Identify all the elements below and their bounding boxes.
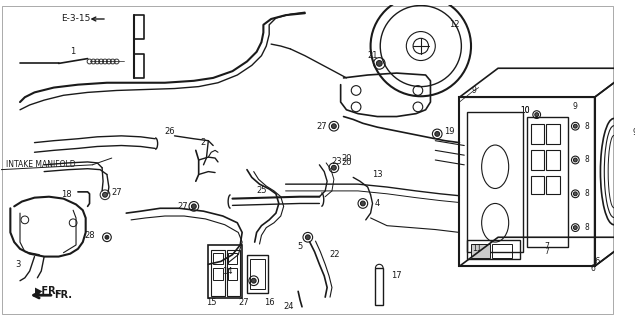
Text: 18: 18 bbox=[61, 190, 72, 199]
Text: 26: 26 bbox=[164, 126, 175, 136]
Text: E-3-15: E-3-15 bbox=[62, 14, 91, 23]
Circle shape bbox=[103, 192, 107, 197]
Text: 8: 8 bbox=[585, 156, 589, 164]
Bar bbox=[492, 244, 512, 258]
Bar bbox=[375, 268, 383, 305]
Text: 19: 19 bbox=[444, 126, 455, 136]
Bar bbox=[460, 97, 594, 266]
Text: 27: 27 bbox=[111, 188, 122, 197]
Circle shape bbox=[573, 226, 577, 229]
Text: FR.: FR. bbox=[54, 290, 72, 300]
Circle shape bbox=[535, 113, 538, 116]
Circle shape bbox=[331, 124, 337, 129]
Text: 25: 25 bbox=[256, 187, 267, 196]
Circle shape bbox=[251, 278, 256, 283]
Text: 3: 3 bbox=[15, 260, 21, 269]
Text: 27: 27 bbox=[316, 122, 326, 131]
Text: 24: 24 bbox=[283, 302, 294, 311]
Bar bbox=[546, 150, 560, 170]
Text: 5: 5 bbox=[297, 243, 303, 252]
Text: 1: 1 bbox=[70, 47, 76, 56]
Bar bbox=[546, 176, 560, 194]
Circle shape bbox=[573, 158, 577, 162]
Text: 6: 6 bbox=[591, 264, 595, 273]
Text: 10: 10 bbox=[520, 106, 530, 115]
Text: 20: 20 bbox=[341, 154, 352, 163]
Bar bbox=[467, 240, 520, 260]
Bar bbox=[531, 176, 544, 194]
Text: 8: 8 bbox=[585, 189, 589, 198]
Text: 11: 11 bbox=[472, 244, 481, 253]
Bar bbox=[527, 116, 568, 247]
Text: 6: 6 bbox=[594, 257, 599, 266]
Text: 9: 9 bbox=[471, 86, 476, 95]
Text: 21: 21 bbox=[367, 51, 378, 60]
Text: 9: 9 bbox=[573, 102, 578, 111]
Text: 27: 27 bbox=[239, 299, 250, 308]
Bar bbox=[467, 112, 523, 252]
Circle shape bbox=[331, 165, 337, 170]
Text: 23: 23 bbox=[331, 157, 342, 166]
Circle shape bbox=[573, 192, 577, 196]
Text: 10: 10 bbox=[520, 106, 530, 115]
Bar bbox=[213, 268, 223, 280]
Bar bbox=[208, 245, 242, 298]
Circle shape bbox=[305, 235, 311, 240]
Text: 7: 7 bbox=[544, 247, 549, 256]
Bar bbox=[531, 150, 544, 170]
Text: 27: 27 bbox=[177, 202, 187, 211]
Circle shape bbox=[191, 204, 196, 209]
Bar bbox=[228, 253, 237, 264]
Text: 8: 8 bbox=[585, 122, 589, 131]
Circle shape bbox=[573, 124, 577, 128]
Bar bbox=[213, 253, 223, 264]
Text: 8: 8 bbox=[585, 223, 589, 232]
Bar bbox=[546, 124, 560, 144]
Bar bbox=[471, 244, 490, 258]
Text: 4: 4 bbox=[375, 199, 380, 208]
Bar bbox=[227, 250, 240, 296]
Text: 20: 20 bbox=[341, 158, 352, 167]
Text: 15: 15 bbox=[206, 299, 217, 308]
Text: 17: 17 bbox=[391, 271, 402, 280]
Bar bbox=[211, 250, 225, 296]
Text: 16: 16 bbox=[264, 299, 274, 308]
Text: 28: 28 bbox=[84, 231, 95, 240]
Circle shape bbox=[105, 235, 109, 239]
Text: 22: 22 bbox=[330, 250, 340, 259]
Circle shape bbox=[377, 60, 382, 66]
Text: 2: 2 bbox=[201, 138, 206, 147]
Circle shape bbox=[435, 132, 439, 136]
Circle shape bbox=[361, 201, 365, 206]
Text: 9: 9 bbox=[632, 128, 635, 138]
Bar bbox=[228, 268, 237, 280]
Text: 13: 13 bbox=[372, 170, 383, 179]
Bar bbox=[531, 124, 544, 144]
Text: INTAKE MANIFOLD: INTAKE MANIFOLD bbox=[6, 160, 75, 169]
Text: 14: 14 bbox=[222, 267, 233, 276]
Bar bbox=[250, 259, 265, 289]
Text: ▶FR.: ▶FR. bbox=[34, 285, 60, 295]
Bar bbox=[247, 255, 268, 293]
Text: 7: 7 bbox=[544, 243, 549, 252]
Text: 12: 12 bbox=[450, 20, 460, 29]
